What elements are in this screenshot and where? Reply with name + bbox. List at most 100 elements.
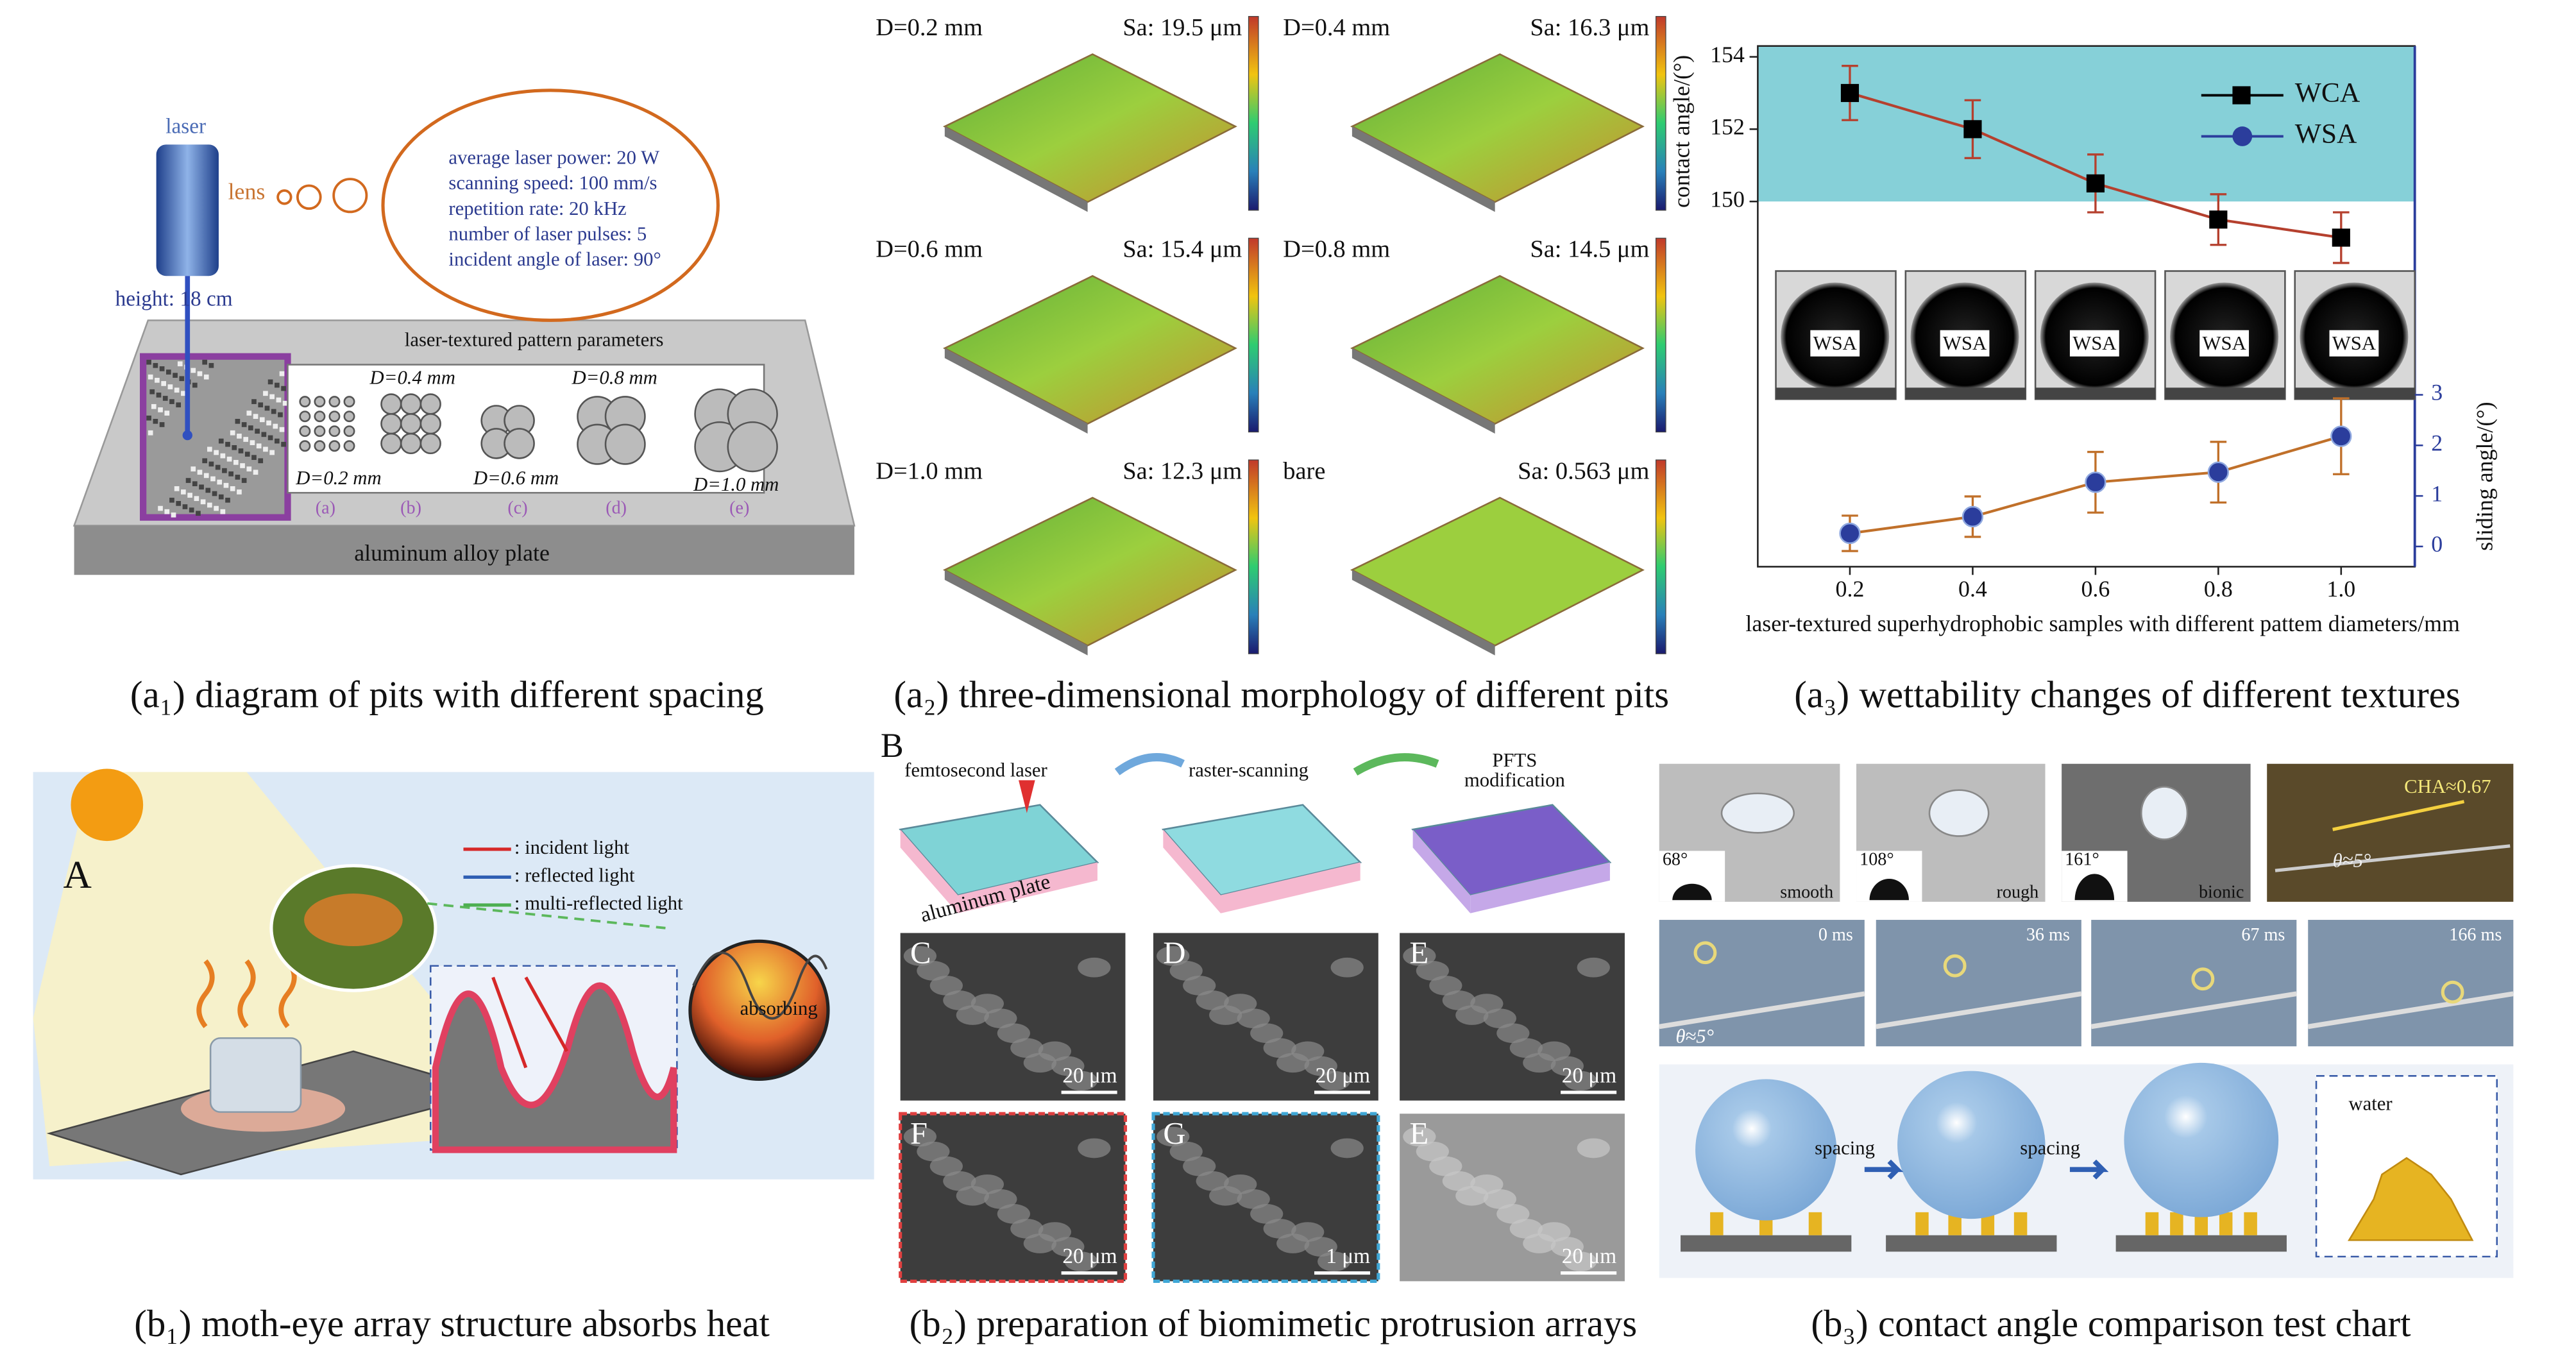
- scale-bar-label: 20 μm: [1562, 1244, 1616, 1268]
- sem-texture: [903, 946, 936, 966]
- noise: [218, 494, 224, 500]
- noise: [235, 475, 241, 480]
- pit: [343, 396, 355, 408]
- surface-side: [1352, 570, 1495, 656]
- noise: [182, 504, 188, 509]
- noise: [165, 369, 171, 375]
- noise: [189, 507, 194, 513]
- sem-texture: [1496, 1204, 1530, 1224]
- pit: [328, 396, 341, 408]
- noise: [282, 400, 288, 406]
- noise: [156, 393, 162, 398]
- pit: [419, 432, 441, 455]
- noise: [222, 468, 227, 473]
- marker: [2085, 471, 2106, 493]
- drop: [2140, 786, 2189, 840]
- noise: [153, 362, 158, 368]
- y2-tick-label: 1: [2431, 480, 2443, 506]
- colorbar: [1248, 15, 1259, 211]
- sem-texture: [1250, 1023, 1284, 1044]
- caption: (b₂) preparation of biomimetic protrusion…: [910, 1303, 1638, 1344]
- noise: [215, 464, 221, 470]
- noise: [235, 418, 241, 424]
- legend-label: WCA: [2295, 78, 2360, 108]
- surface-side: [1352, 348, 1495, 434]
- sem-texture: [1304, 1056, 1337, 1076]
- x-tick-label: 1.0: [2326, 576, 2355, 602]
- pit: [314, 411, 326, 423]
- noise: [243, 437, 249, 442]
- sem-texture: [1209, 1185, 1242, 1206]
- sem-texture: [1196, 1171, 1229, 1191]
- noise: [185, 478, 191, 483]
- noise: [281, 386, 286, 391]
- sem-texture: [1442, 1171, 1475, 1191]
- caption-text: contact angle comparison test chart: [1878, 1303, 2411, 1344]
- noise: [169, 399, 174, 404]
- sem-texture: [984, 1008, 1017, 1029]
- caption: (a₁) diagram of pits with different spaci…: [130, 674, 764, 715]
- drop: [1928, 789, 1990, 837]
- sem-texture: [1330, 957, 1364, 978]
- pit: [504, 428, 535, 459]
- y2-tick-label: 0: [2431, 531, 2443, 557]
- sem-texture: [1577, 957, 1610, 978]
- roughness: Sa: 0.563 μm: [1518, 457, 1649, 484]
- colorbar: [1655, 237, 1666, 433]
- marker: [2209, 210, 2228, 229]
- sem-texture: [1483, 1189, 1516, 1209]
- inset-tag: [1940, 330, 1990, 357]
- pit: [314, 396, 326, 408]
- spacing-label: spacing: [2020, 1137, 2080, 1159]
- sem-texture: [1416, 961, 1449, 981]
- noise: [263, 391, 268, 396]
- caption-label: (b₃): [1811, 1303, 1868, 1344]
- noise: [177, 361, 183, 367]
- surface: [942, 496, 1237, 647]
- param-line: number of laser pulses: 5: [448, 223, 647, 245]
- laser-tip: [1019, 780, 1035, 813]
- light-cone: [33, 772, 543, 1167]
- caption-label: (a₂): [894, 674, 949, 715]
- noise: [269, 394, 275, 400]
- sem-texture: [1157, 946, 1190, 966]
- noise: [218, 438, 224, 444]
- legend-label: : incident light: [514, 836, 630, 858]
- noise: [267, 379, 273, 385]
- pit: [299, 425, 311, 437]
- noise: [176, 402, 182, 408]
- noise: [200, 499, 206, 505]
- noise: [246, 466, 252, 471]
- image-letter: F: [910, 1116, 928, 1151]
- sem-texture: [1023, 1234, 1056, 1253]
- surface-side: [1352, 126, 1495, 212]
- y2-tick-label: 2: [2431, 430, 2443, 456]
- noise: [202, 359, 208, 365]
- noise: [279, 427, 285, 432]
- noise: [197, 371, 203, 377]
- substrate-base: [900, 829, 958, 913]
- sem-texture: [1078, 957, 1111, 978]
- base: [1681, 1235, 1852, 1252]
- noise: [192, 382, 198, 388]
- noise: [199, 484, 204, 490]
- sem-texture: [1403, 1126, 1436, 1147]
- pit: [314, 425, 326, 437]
- height-label: height: 18 cm: [115, 287, 233, 310]
- inset-base: [2035, 387, 2156, 400]
- pit: [299, 396, 311, 408]
- frame-drop: [2441, 980, 2464, 1004]
- sem-texture: [1263, 1038, 1296, 1058]
- sem-texture: [1509, 1038, 1543, 1058]
- noise: [153, 418, 158, 424]
- noise: [230, 486, 235, 491]
- noise: [191, 466, 196, 471]
- noise: [225, 441, 230, 447]
- lens-bubble: [332, 178, 368, 214]
- pit: [314, 440, 326, 452]
- image-letter: G: [1163, 1116, 1185, 1151]
- sem-texture: [1550, 1237, 1584, 1257]
- roughness: Sa: 12.3 μm: [1123, 457, 1242, 484]
- tilt-stage: [2275, 844, 2511, 872]
- inset-tag: [2329, 330, 2379, 357]
